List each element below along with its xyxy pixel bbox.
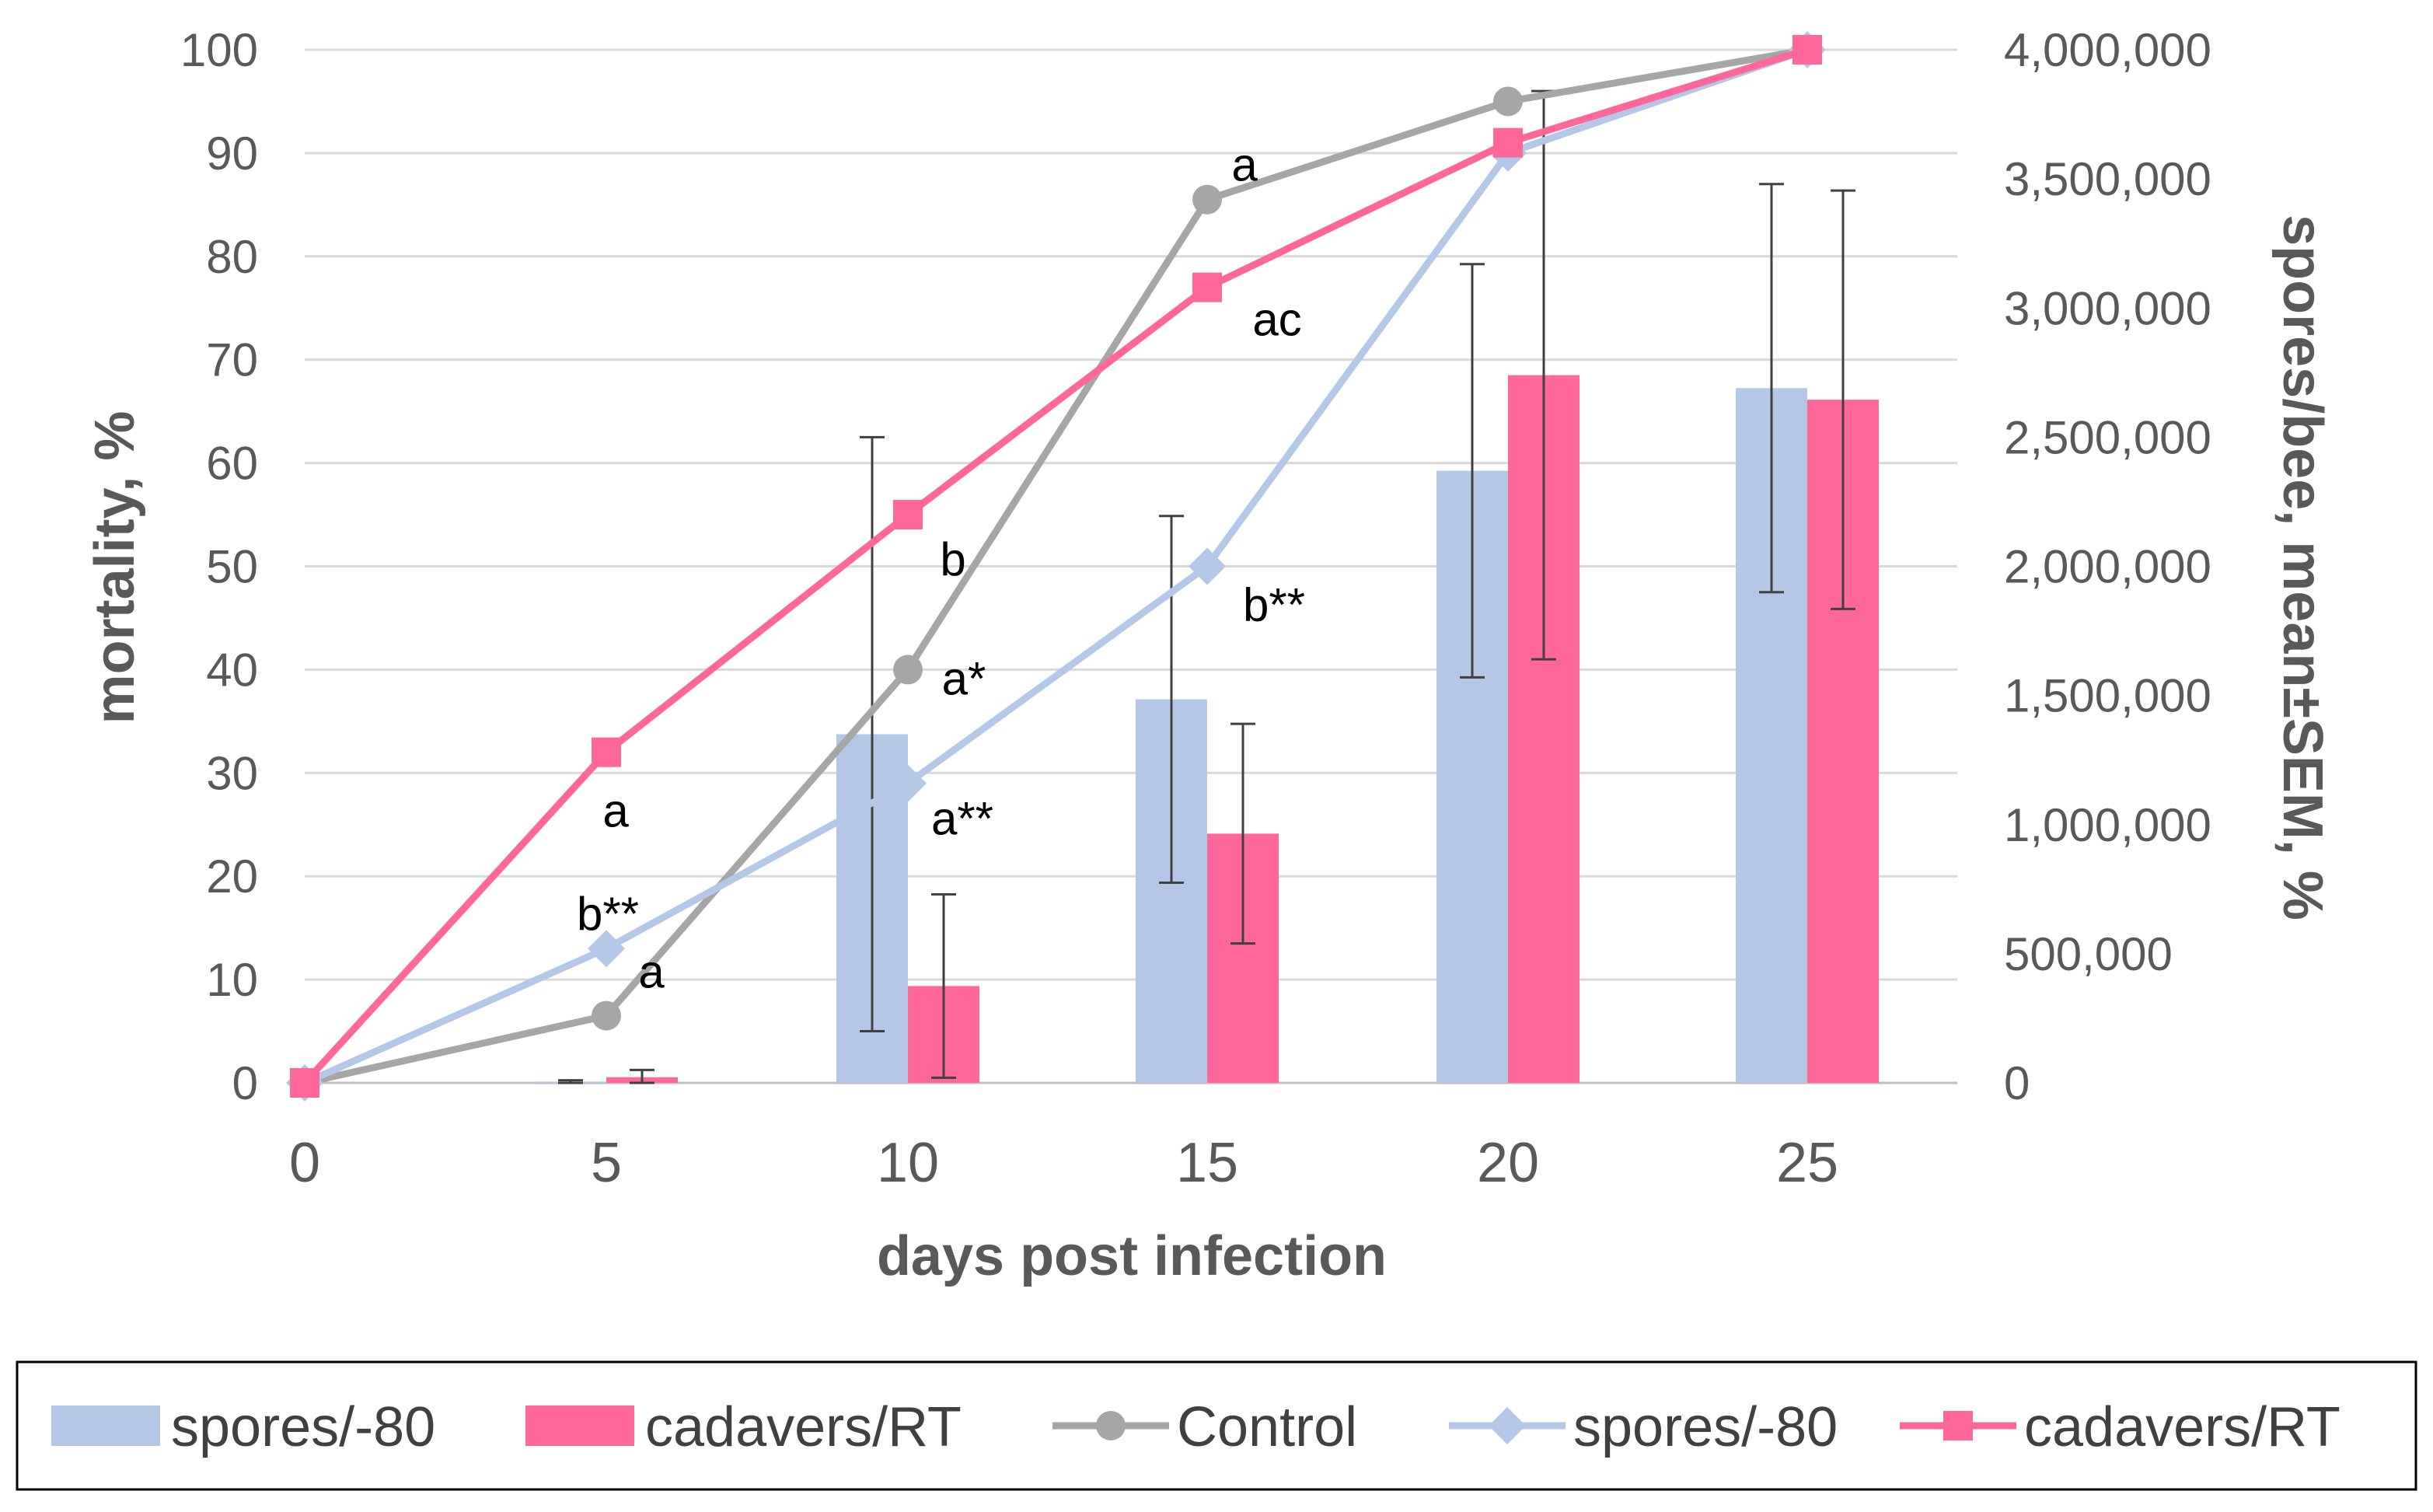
line-control: [304, 46, 1808, 1087]
y-right-tick-label: 3,500,000: [2004, 153, 2211, 205]
marker-diamond: [889, 764, 927, 802]
legend-swatch-bar: [51, 1405, 160, 1446]
error-bars: [558, 89, 1855, 1084]
legend-swatch-bar: [525, 1405, 634, 1446]
y-left-tick-label: 60: [206, 438, 258, 490]
axis-ticks: 01020304050607080901000500,0001,000,0001…: [180, 24, 2211, 1194]
x-tick-label: 15: [1176, 1132, 1238, 1194]
point-label: b**: [577, 888, 639, 940]
y-left-tick-label: 40: [206, 644, 258, 696]
y-left-tick-label: 10: [206, 954, 258, 1006]
point-label: b: [940, 533, 965, 585]
y-right-tick-label: 500,000: [2004, 928, 2173, 980]
y-right-tick-label: 2,500,000: [2004, 411, 2211, 463]
point-label: ac: [1252, 294, 1301, 346]
y-right-tick-label: 1,000,000: [2004, 799, 2211, 851]
legend-label: cadavers/RT: [2024, 1396, 2340, 1458]
y-right-tick-label: 2,000,000: [2004, 541, 2211, 593]
point-label: a: [1231, 139, 1258, 191]
bar-series: [535, 375, 1879, 1083]
legend-label: spores/-80: [1573, 1396, 1838, 1458]
marker-circle: [1192, 184, 1222, 215]
point-label: a*: [942, 652, 986, 704]
marker-diamond: [588, 930, 625, 968]
y-left-tick-label: 0: [232, 1057, 258, 1109]
y-left-tick-label: 70: [206, 334, 258, 386]
x-axis-title: days post infection: [877, 1225, 1387, 1287]
point-label: a: [602, 785, 629, 837]
x-tick-label: 0: [289, 1132, 320, 1194]
marker-diamond: [1189, 547, 1226, 585]
line-series: [286, 31, 1826, 1102]
y-left-tick-label: 30: [206, 747, 258, 799]
marker-square: [290, 1068, 319, 1098]
marker-circle: [893, 655, 923, 685]
gridlines: [305, 48, 1957, 1084]
point-label: a**: [931, 793, 993, 845]
x-tick-label: 25: [1776, 1132, 1838, 1194]
y-right-tick-label: 0: [2004, 1057, 2030, 1109]
marker-square: [893, 500, 923, 530]
y-right-tick-label: 4,000,000: [2004, 24, 2211, 76]
marker-square: [592, 737, 621, 767]
x-tick-label: 5: [591, 1132, 622, 1194]
point-annotations: a a* a b** a** b** a b ac: [577, 139, 1305, 998]
marker-square: [1493, 127, 1523, 158]
point-label: a: [638, 946, 665, 998]
y-left-tick-label: 80: [206, 231, 258, 283]
marker-square: [1192, 272, 1222, 302]
y-right-tick-label: 3,000,000: [2004, 282, 2211, 334]
marker-circle: [1493, 86, 1523, 117]
legend: spores/-80 cadavers/RT Control spores/-80 ca…: [16, 1360, 2417, 1491]
y-left-tick-label: 20: [206, 850, 258, 903]
x-tick-label: 20: [1477, 1132, 1539, 1194]
legend-marker-circle: [1096, 1411, 1126, 1440]
y-axis-right-title: spores/bee, mean±SEM, %: [2271, 215, 2334, 920]
legend-label: Control: [1177, 1396, 1357, 1458]
y-left-tick-label: 50: [206, 541, 258, 593]
legend-marker-square: [1943, 1411, 1973, 1440]
y-axis-left-title: mortality, %: [84, 411, 146, 725]
y-left-tick-label: 90: [206, 127, 258, 180]
legend-marker-diamond: [1489, 1407, 1526, 1444]
line-spores-80: [303, 46, 1809, 1087]
y-right-tick-label: 1,500,000: [2004, 670, 2211, 722]
legend-label: spores/-80: [171, 1396, 435, 1458]
marker-circle: [592, 1000, 621, 1031]
line-cadavers-rt: [302, 46, 1809, 1086]
point-label: b**: [1243, 579, 1305, 631]
legend-label: cadavers/RT: [645, 1396, 962, 1458]
x-tick-label: 10: [877, 1132, 939, 1194]
marker-square: [1792, 35, 1822, 65]
y-left-tick-label: 100: [180, 24, 258, 76]
